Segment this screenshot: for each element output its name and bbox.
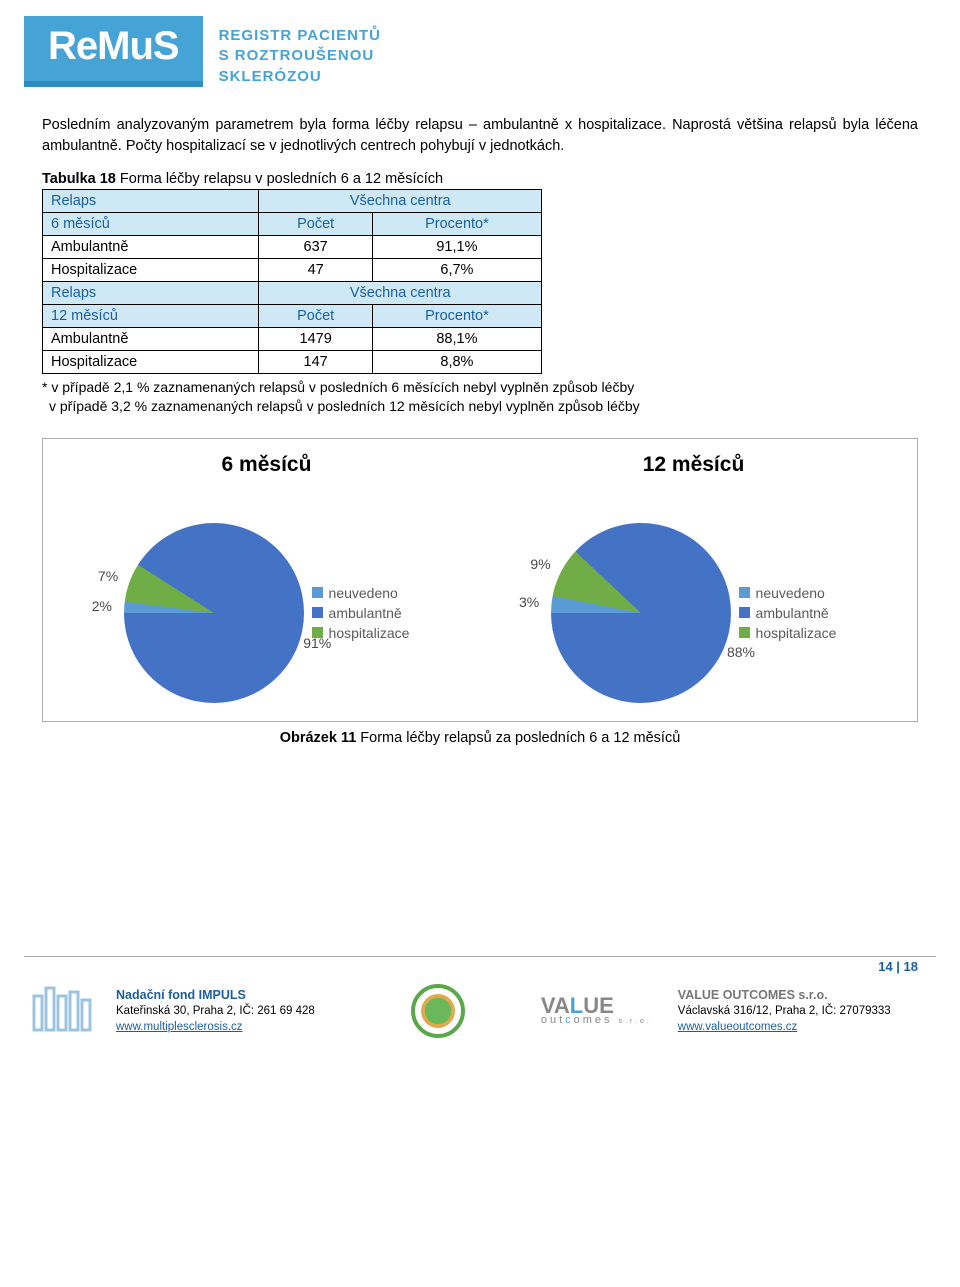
legend-item: hospitalizace — [739, 625, 837, 641]
page-number: 14 | 18 — [0, 957, 960, 974]
legend-item: ambulantně — [312, 605, 410, 621]
pie-chart-12m: 88% 9% 3% neuvedeno ambulantně hospitaliza… — [480, 523, 907, 703]
legend-label: neuvedeno — [329, 585, 398, 601]
legend-label: ambulantně — [756, 605, 829, 621]
table-header-cell: 6 měsíců — [43, 212, 259, 235]
page-content: Posledním analyzovaným parametrem byla f… — [0, 87, 960, 746]
legend-swatch-icon — [312, 587, 323, 598]
table-footnote: * v případě 2,1 % zaznamenaných relapsů … — [42, 378, 918, 416]
chart-title-6m: 6 měsíců — [53, 453, 480, 477]
pie-label: 9% — [530, 556, 550, 572]
pie-label: 3% — [519, 594, 539, 610]
table-row: Ambulantně 637 91,1% — [43, 235, 542, 258]
impuls-logo-icon — [28, 982, 98, 1041]
pie-label: 2% — [92, 598, 112, 614]
footer-link[interactable]: www.valueoutcomes.cz — [678, 1021, 798, 1033]
legend-label: ambulantně — [329, 605, 402, 621]
legend-swatch-icon — [739, 607, 750, 618]
table-row: Hospitalizace 47 6,7% — [43, 258, 542, 281]
table-row: Hospitalizace 147 8,8% — [43, 350, 542, 373]
table-header-row: Relaps Všechna centra — [43, 281, 542, 304]
chart-title-12m: 12 měsíců — [480, 453, 907, 477]
footer-link[interactable]: www.multiplesclerosis.cz — [116, 1021, 243, 1033]
figure-caption: Obrázek 11 Forma léčby relapsů za posled… — [42, 730, 918, 746]
table-header-cell: Relaps — [43, 189, 259, 212]
remus-logo: ReMuS — [24, 16, 203, 87]
table-caption: Tabulka 18 Forma léčby relapsu v posledn… — [42, 171, 918, 187]
intro-paragraph: Posledním analyzovaným parametrem byla f… — [42, 115, 918, 157]
legend-swatch-icon — [739, 587, 750, 598]
footer-left-text: Nadační fond IMPULS Kateřinská 30, Praha… — [116, 987, 315, 1035]
pie-chart-6m: 91% 7% 2% neuvedeno ambulantně hospitaliza… — [53, 523, 480, 703]
legend-item: neuvedeno — [739, 585, 837, 601]
pie-label: 91% — [303, 635, 331, 651]
pie-6m — [124, 523, 304, 703]
table-header-cell: Procento* — [372, 212, 541, 235]
legend-label: hospitalizace — [329, 625, 410, 641]
charts-panel: 6 měsíců 12 měsíců 91% 7% 2% neuvedeno am… — [42, 438, 918, 722]
legend-label: hospitalizace — [756, 625, 837, 641]
footer-right-text: VALUE OUTCOMES s.r.o. Václavská 316/12, … — [678, 987, 891, 1035]
data-table: Relaps Všechna centra 6 měsíců Počet Pro… — [42, 189, 542, 374]
pie-12m — [551, 523, 731, 703]
table-row: Ambulantně 1479 88,1% — [43, 327, 542, 350]
seal-logo-icon — [411, 984, 465, 1038]
pie-label: 7% — [98, 568, 118, 584]
chart-legend: neuvedeno ambulantně hospitalizace — [739, 581, 837, 645]
table-header-row: Relaps Všechna centra — [43, 189, 542, 212]
table-header-cell: Všechna centra — [259, 189, 542, 212]
legend-swatch-icon — [312, 607, 323, 618]
table-header-row: 6 měsíců Počet Procento* — [43, 212, 542, 235]
header-tagline: REGISTR PACIENTŮ S ROZTROUŠENOU SKLERÓZO… — [203, 16, 381, 87]
page-footer: Nadační fond IMPULS Kateřinská 30, Praha… — [0, 974, 960, 1061]
legend-item: neuvedeno — [312, 585, 410, 601]
page-header: ReMuS REGISTR PACIENTŮ S ROZTROUŠENOU SK… — [24, 16, 936, 87]
table-header-row: 12 měsíců Počet Procento* — [43, 304, 542, 327]
table-header-cell: Počet — [259, 212, 372, 235]
value-outcomes-logo-icon: VALUE outcomes s.r.o. — [541, 996, 652, 1026]
legend-swatch-icon — [739, 627, 750, 638]
pie-label: 88% — [727, 644, 755, 660]
legend-item: ambulantně — [739, 605, 837, 621]
legend-label: neuvedeno — [756, 585, 825, 601]
